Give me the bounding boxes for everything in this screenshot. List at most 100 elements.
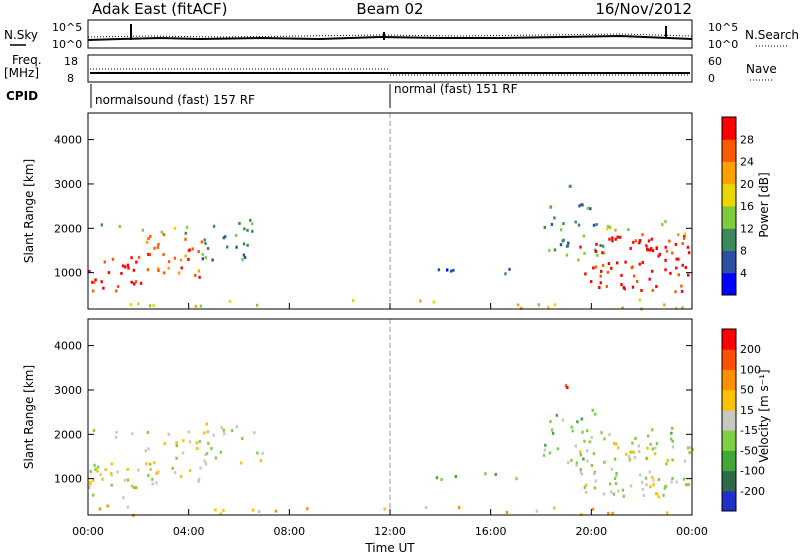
range-cell	[601, 244, 605, 248]
range-cell	[581, 203, 584, 207]
range-cell	[504, 272, 507, 276]
range-cell	[594, 265, 598, 269]
range-cell	[594, 479, 597, 483]
range-cell	[181, 451, 185, 455]
range-cell	[219, 512, 222, 516]
range-cell	[118, 225, 122, 228]
range-cell	[570, 425, 573, 429]
range-cell	[199, 466, 202, 470]
range-cell	[663, 486, 666, 490]
range-cell	[132, 268, 136, 272]
range-cell	[655, 285, 658, 288]
range-cell	[592, 266, 595, 270]
range-cell	[135, 486, 138, 490]
range-cell	[584, 483, 588, 487]
range-cell	[259, 459, 262, 463]
date-title: 16/Nov/2012	[595, 0, 692, 18]
range-cell	[665, 511, 669, 515]
range-cell	[126, 478, 130, 482]
range-cell	[184, 237, 187, 241]
range-cell	[599, 281, 602, 285]
range-cell	[687, 483, 690, 487]
range-cell	[559, 228, 563, 232]
range-cell	[579, 450, 582, 454]
range-cell	[188, 440, 192, 444]
nsky-trace	[87, 34, 693, 41]
range-cell	[583, 439, 586, 443]
range-cell	[187, 257, 190, 261]
range-cell	[162, 253, 165, 257]
range-cell	[575, 463, 578, 467]
range-cell	[544, 443, 547, 447]
range-cell	[249, 218, 252, 222]
range-cell	[614, 228, 617, 232]
range-cell	[91, 478, 95, 482]
nsky-tick-top: 10^5	[52, 21, 82, 34]
range-cell	[636, 280, 639, 283]
range-cell	[586, 449, 589, 453]
range-cell	[556, 447, 560, 451]
range-cell	[615, 442, 618, 446]
velocity-panel	[87, 318, 694, 517]
range-cell	[115, 430, 118, 434]
range-cell	[91, 493, 95, 497]
colorbar-tick-label: 50	[740, 384, 754, 397]
range-cell	[592, 223, 596, 227]
range-cell	[177, 271, 181, 275]
range-cell	[648, 277, 651, 281]
range-cell	[235, 245, 238, 249]
range-cell	[543, 448, 547, 452]
range-cell	[205, 422, 208, 426]
range-cell	[579, 245, 582, 249]
nsearch-label: N.Search	[745, 28, 799, 42]
range-cell	[207, 441, 210, 445]
range-cell	[238, 221, 241, 225]
range-cell	[104, 468, 107, 472]
range-cell	[655, 442, 659, 445]
range-cell	[235, 425, 238, 429]
colorbar-tick-label: 16	[740, 200, 754, 213]
range-cell	[204, 256, 207, 260]
range-cell	[565, 253, 569, 257]
range-cell	[110, 473, 113, 477]
range-cell	[687, 446, 690, 450]
range-cell	[651, 269, 654, 273]
range-cell	[173, 256, 177, 260]
range-cell	[567, 461, 570, 465]
range-cell	[253, 431, 256, 435]
range-cell	[130, 280, 133, 284]
colorbar-tick-label: -200	[740, 485, 765, 498]
range-cell	[632, 451, 635, 454]
range-cell	[646, 434, 650, 438]
colorbar-band	[722, 228, 736, 251]
range-cell	[664, 245, 667, 249]
range-cell	[207, 430, 210, 434]
range-cell	[671, 251, 674, 255]
colorbar-tick-label: 8	[740, 245, 747, 258]
cpid-segment-1: normalsound (fast) 157 RF	[95, 93, 255, 107]
colorbar-band	[722, 349, 736, 370]
range-cell	[516, 303, 520, 307]
range-cell	[641, 261, 644, 264]
range-cell	[137, 468, 140, 472]
range-cell	[206, 247, 210, 250]
freq-label: Freq.	[12, 53, 42, 67]
range-cell	[188, 248, 191, 252]
range-cell	[628, 459, 631, 462]
range-cell	[139, 281, 143, 285]
range-cell	[592, 452, 596, 456]
range-cell	[432, 300, 436, 304]
range-cell	[686, 245, 690, 249]
range-cell	[570, 458, 573, 462]
nsearch-tick-bottom: 10^0	[708, 38, 738, 51]
range-cell	[683, 235, 686, 238]
range-cell	[197, 269, 201, 273]
range-cell	[615, 471, 618, 475]
colorbar-band	[722, 369, 736, 391]
range-cell	[116, 285, 120, 288]
range-cell	[111, 257, 115, 261]
range-cell	[595, 242, 598, 246]
range-cell	[634, 437, 637, 440]
range-cell	[655, 247, 658, 250]
range-cell	[562, 238, 565, 242]
